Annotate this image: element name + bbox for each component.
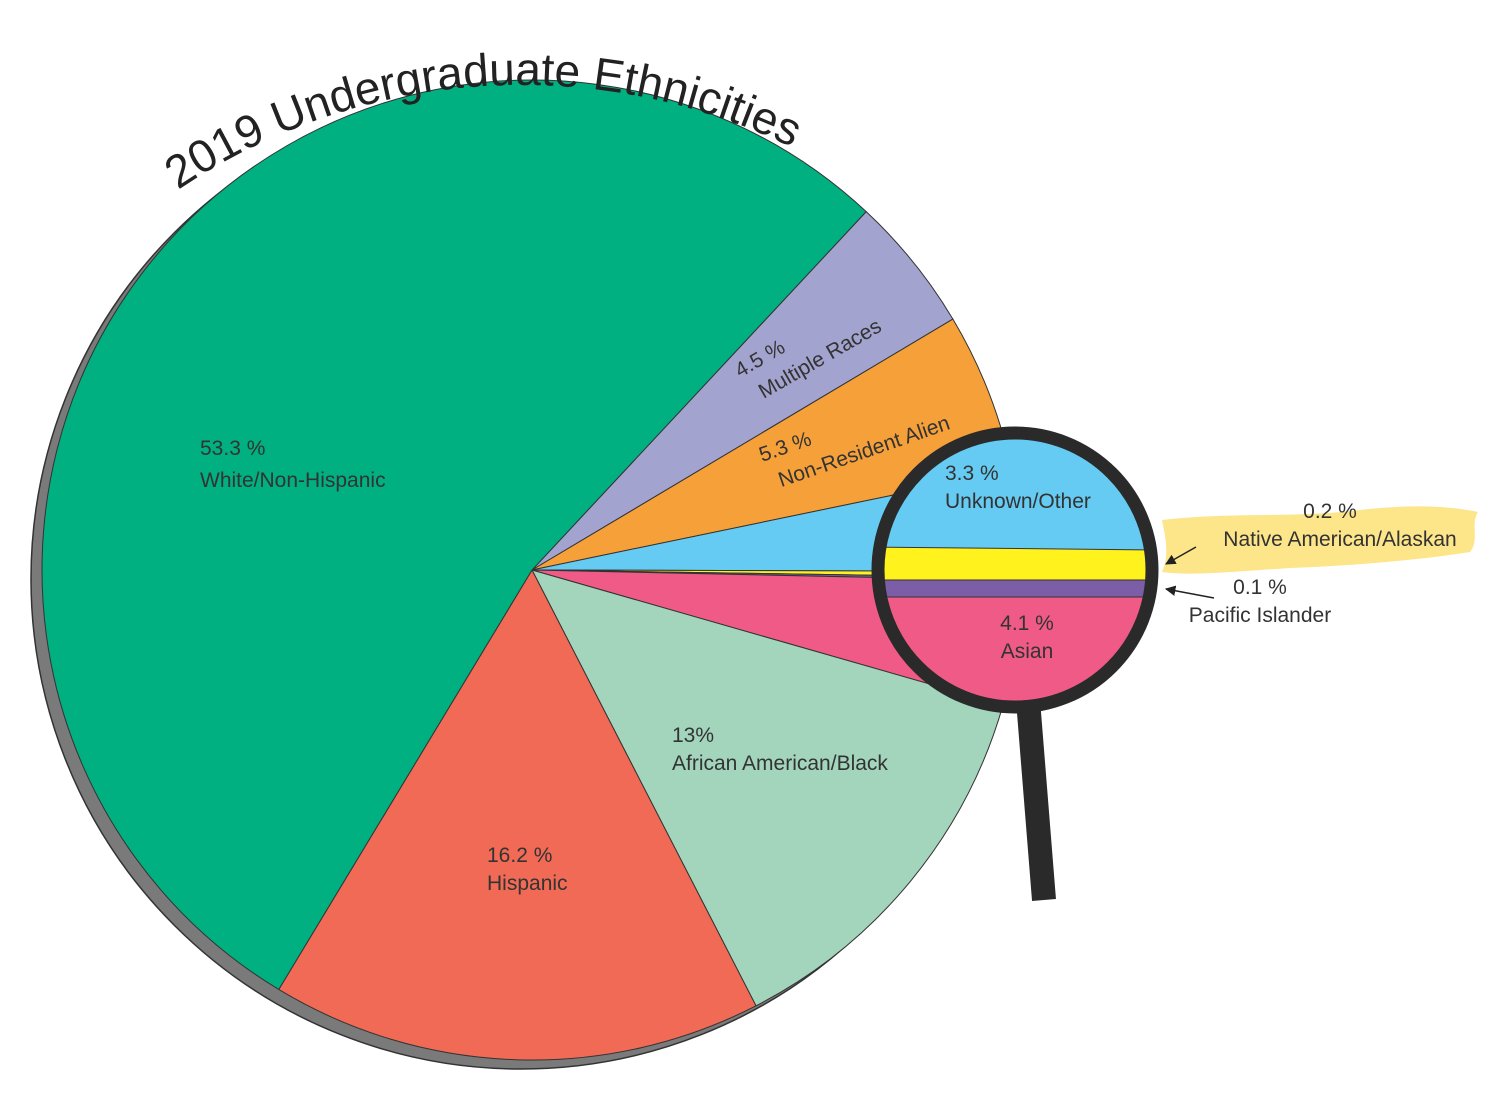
highlight-stroke	[1162, 506, 1478, 574]
slice-label: 0.1 % Pacific Islander	[1189, 576, 1331, 627]
value-label: 53.3 %	[200, 437, 265, 460]
magnified-slice	[881, 546, 1149, 582]
slice-label: 13% African American/Black	[672, 724, 888, 775]
pie-slice	[278, 568, 757, 1061]
value-label: 3.3 %	[945, 462, 999, 485]
slice-label: 16.2 % Hispanic	[487, 844, 568, 895]
arrow	[1165, 546, 1197, 565]
slice-label: 4.1 % Asian	[1000, 612, 1054, 663]
category-label: Asian	[1001, 640, 1054, 663]
category-label: Native American/Alaskan	[1223, 528, 1456, 551]
value-label: 4.1 %	[1000, 612, 1054, 635]
value-label: 13%	[672, 724, 714, 747]
slice-label: 3.3 % Unknown/Other	[945, 462, 1091, 513]
value-label: 16.2 %	[487, 844, 552, 867]
magnified-slice	[881, 579, 1149, 598]
slice-label: 53.3 % White/Non-Hispanic	[200, 437, 386, 492]
category-label: Hispanic	[487, 872, 568, 895]
value-label: 0.1 %	[1233, 576, 1287, 599]
pie-slice	[531, 569, 1004, 1007]
slice-label: 0.2 % Native American/Alaskan	[1223, 500, 1456, 551]
category-label: Pacific Islander	[1189, 604, 1331, 627]
arrow	[1164, 585, 1215, 599]
value-label: 0.2 %	[1303, 500, 1357, 523]
magnifier-rim	[871, 426, 1159, 714]
magnifier-handle	[1016, 699, 1056, 901]
pie-slice	[41, 79, 867, 991]
category-label: Unknown/Other	[945, 490, 1091, 513]
category-label: White/Non-Hispanic	[200, 469, 386, 492]
category-label: African American/Black	[672, 752, 888, 775]
